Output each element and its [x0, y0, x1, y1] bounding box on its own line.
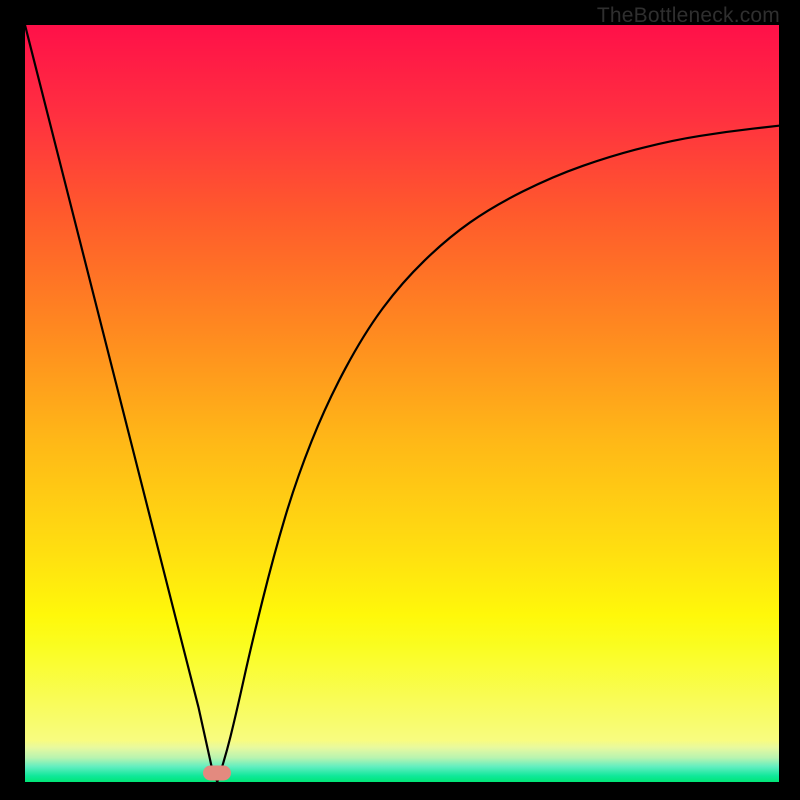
plot-area — [25, 25, 779, 782]
bottleneck-curve — [25, 25, 779, 782]
left-branch-line — [25, 25, 217, 782]
optimum-marker — [203, 765, 231, 780]
watermark-text: TheBottleneck.com — [597, 4, 780, 28]
chart-container: TheBottleneck.com — [0, 0, 800, 800]
right-branch-line — [217, 126, 779, 782]
